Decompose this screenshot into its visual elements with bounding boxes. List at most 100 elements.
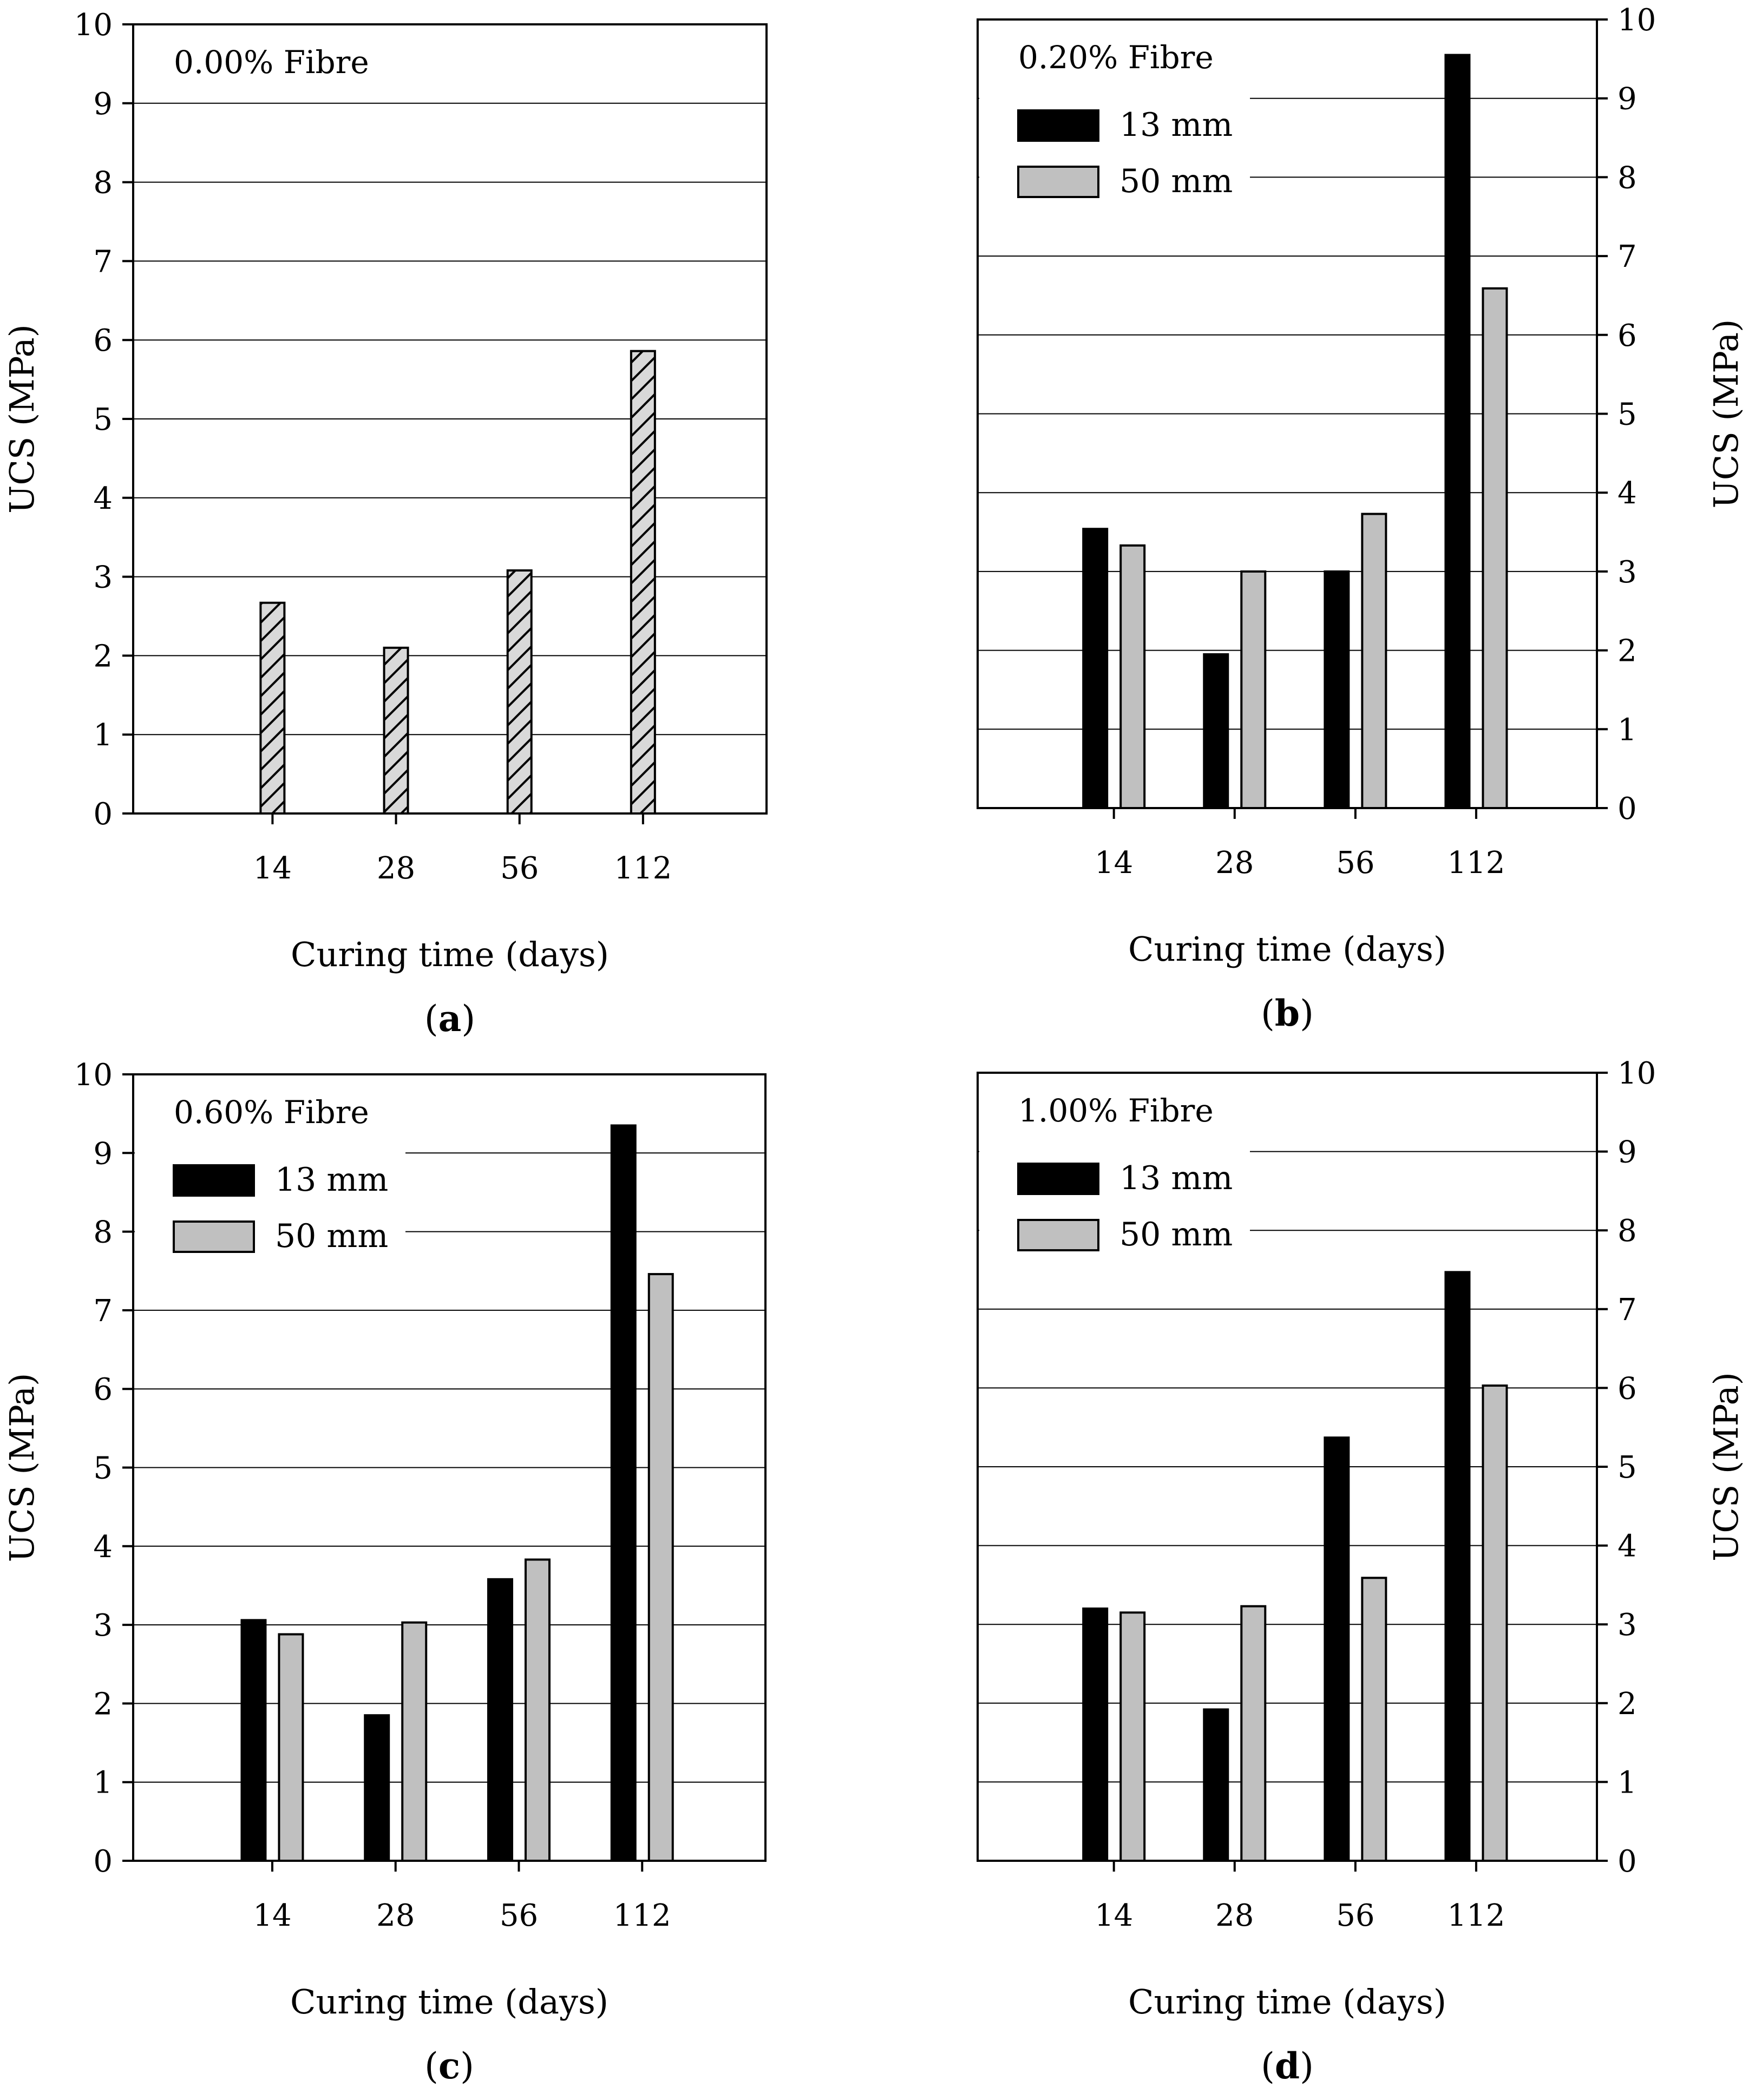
x-tick-label: 28 xyxy=(1215,845,1254,881)
y-tick-label: 4 xyxy=(93,1530,113,1565)
y-tick-label: 2 xyxy=(93,639,113,674)
y-tick-label: 7 xyxy=(93,1294,113,1329)
panel-label: (a) xyxy=(424,997,475,1040)
legend-label: 50 mm xyxy=(275,1217,388,1255)
bar-50-mm-56 xyxy=(1361,1577,1387,1862)
y-tick-label: 5 xyxy=(93,402,113,437)
legend-swatch-50-mm xyxy=(1017,1219,1099,1251)
y-tick-label: 1 xyxy=(93,1766,113,1801)
y-tick-label: 2 xyxy=(93,1686,113,1722)
legend-label: 13 mm xyxy=(275,1161,388,1199)
bar-13-mm-56 xyxy=(1324,1436,1350,1862)
y-tick-label: 10 xyxy=(74,1058,113,1093)
y-axis-title: UCS (MPa) xyxy=(2,1373,42,1563)
x-tick-label: 14 xyxy=(253,851,292,886)
y-tick-label: 5 xyxy=(93,1451,113,1486)
legend-swatch-13-mm xyxy=(1017,1163,1099,1195)
bar-13-mm-56 xyxy=(487,1578,513,1862)
panel-title: 1.00% Fibre xyxy=(1018,1092,1214,1129)
legend-swatch-13-mm xyxy=(173,1164,255,1197)
x-tick-label: 112 xyxy=(614,851,672,886)
y-tick-label: 4 xyxy=(1618,1529,1637,1564)
y-tick-label: 8 xyxy=(1618,160,1637,195)
y-tick-label: 0 xyxy=(93,1844,113,1879)
y-tick-label: 3 xyxy=(93,1608,113,1643)
bar-13-mm-112 xyxy=(610,1124,637,1862)
y-tick-label: 9 xyxy=(1618,1135,1637,1170)
y-tick-label: 5 xyxy=(1618,1450,1637,1485)
x-tick-label: 28 xyxy=(376,1898,415,1933)
y-tick-label: 2 xyxy=(1618,1686,1637,1722)
y-tick-label: 6 xyxy=(1618,1371,1637,1406)
y-tick-label: 4 xyxy=(93,481,113,516)
y-tick-label: 1 xyxy=(1618,712,1637,747)
x-tick-label: 28 xyxy=(377,851,415,886)
x-tick-label: 14 xyxy=(253,1898,291,1933)
y-axis-title: UCS (MPa) xyxy=(1706,319,1746,509)
y-tick-label: 8 xyxy=(93,1215,113,1250)
bar-13-mm-112 xyxy=(1444,1271,1471,1862)
legend-swatch-50-mm xyxy=(173,1220,255,1253)
bar-50-mm-14 xyxy=(278,1633,304,1862)
panel-title: 0.00% Fibre xyxy=(174,44,369,81)
bar-13-mm-14 xyxy=(240,1619,267,1862)
panel-title: 0.60% Fibre xyxy=(174,1094,369,1131)
x-tick-label: 112 xyxy=(1447,845,1505,881)
y-axis-title: UCS (MPa) xyxy=(1706,1372,1746,1561)
y-tick-label: 1 xyxy=(93,718,113,753)
bar-50-mm-14 xyxy=(1119,544,1146,809)
panel-label: (b) xyxy=(1261,992,1314,1034)
y-tick-label: 10 xyxy=(1618,3,1656,38)
x-tick-label: 14 xyxy=(1095,1898,1133,1933)
y-tick-label: 6 xyxy=(1618,318,1637,353)
legend-label: 13 mm xyxy=(1119,1159,1233,1197)
panel-label: (d) xyxy=(1261,2045,1314,2087)
y-tick-label: 5 xyxy=(1618,397,1637,432)
y-tick-label: 10 xyxy=(1618,1056,1656,1091)
x-tick-label: 112 xyxy=(613,1898,671,1933)
title-background xyxy=(135,26,362,96)
x-axis-title: Curing time (days) xyxy=(290,1982,608,2022)
y-tick-label: 7 xyxy=(93,244,113,279)
y-tick-label: 9 xyxy=(93,1136,113,1171)
bar-50-mm-14 xyxy=(1119,1611,1146,1862)
bar-series-112 xyxy=(630,350,656,815)
y-axis-title: UCS (MPa) xyxy=(2,324,42,514)
y-tick-label: 4 xyxy=(1618,476,1637,511)
x-tick-label: 28 xyxy=(1215,1898,1254,1933)
y-tick-label: 1 xyxy=(1618,1765,1637,1800)
bar-50-mm-56 xyxy=(524,1558,551,1862)
panel-title: 0.20% Fibre xyxy=(1018,39,1214,76)
legend-swatch-50-mm xyxy=(1017,166,1099,198)
y-tick-label: 0 xyxy=(1618,791,1637,826)
bar-13-mm-28 xyxy=(364,1714,390,1862)
y-tick-label: 3 xyxy=(1618,555,1637,590)
legend-swatch-13-mm xyxy=(1017,109,1099,142)
bar-13-mm-112 xyxy=(1444,54,1471,810)
bar-series-14 xyxy=(259,601,286,815)
x-tick-label: 56 xyxy=(1336,845,1374,881)
x-tick-label: 56 xyxy=(500,851,539,886)
bar-50-mm-28 xyxy=(1240,570,1267,810)
bar-50-mm-28 xyxy=(401,1621,428,1862)
bar-series-56 xyxy=(506,569,533,815)
legend-label: 13 mm xyxy=(1119,106,1233,144)
x-axis-title: Curing time (days) xyxy=(1128,1982,1446,2022)
x-axis-title: Curing time (days) xyxy=(1128,929,1446,969)
legend-label: 50 mm xyxy=(1119,1216,1233,1254)
y-tick-label: 0 xyxy=(1618,1844,1637,1879)
bar-13-mm-28 xyxy=(1203,1708,1229,1862)
bar-13-mm-56 xyxy=(1324,570,1350,810)
y-tick-label: 3 xyxy=(1618,1607,1637,1643)
bar-13-mm-28 xyxy=(1203,653,1229,809)
y-tick-label: 7 xyxy=(1618,239,1637,274)
bar-50-mm-112 xyxy=(1482,287,1508,809)
bar-50-mm-28 xyxy=(1240,1605,1267,1862)
y-tick-label: 2 xyxy=(1618,634,1637,669)
bar-13-mm-14 xyxy=(1082,528,1109,809)
